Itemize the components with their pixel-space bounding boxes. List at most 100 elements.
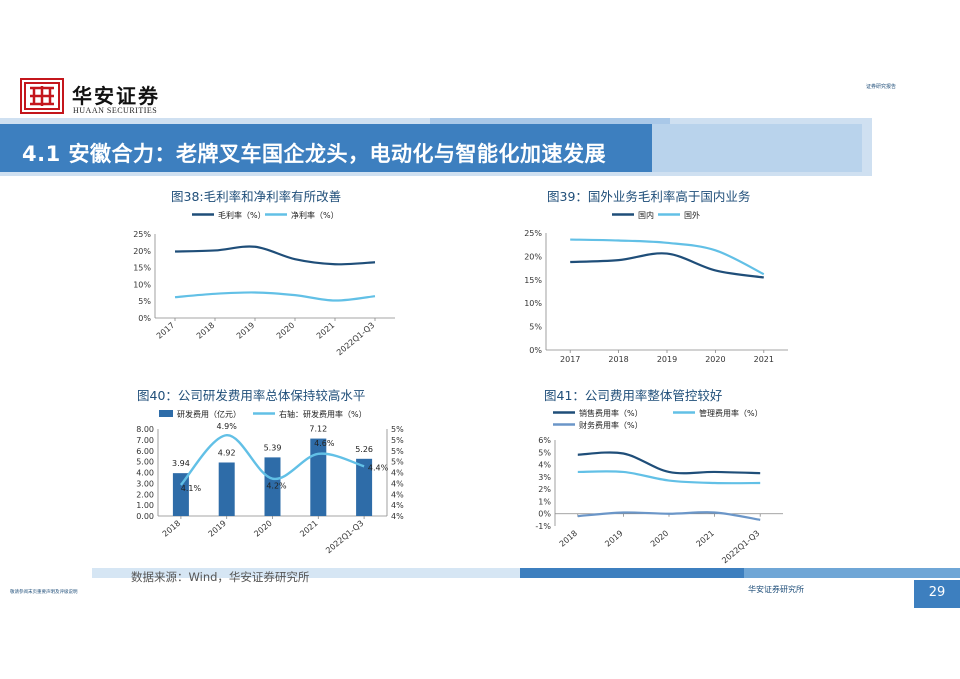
fig41-xtick: 2019	[603, 529, 624, 549]
fig40-ytick: 7.00	[136, 436, 154, 445]
fig40-bar-label: 5.26	[355, 445, 373, 454]
page-number: 29	[928, 585, 946, 600]
fig38-xtick: 2018	[195, 321, 216, 341]
fig39-xtick: 2021	[754, 355, 774, 364]
fig40-bar-label: 5.39	[264, 443, 282, 452]
fig40-bar	[310, 438, 327, 516]
fig40-ytick: 3.00	[136, 479, 154, 488]
fig38-xtick: 2022Q1-Q3	[335, 321, 376, 358]
chart-title-fig40: 图40：公司研发费用率总体保持较高水平	[137, 388, 366, 403]
page-title: 4.1 安徽合力：老牌叉车国企龙头，电动化与智能化加速发展	[22, 142, 607, 166]
fig40-ytick: 1.00	[136, 501, 154, 510]
fig41-ytick: 4%	[538, 461, 551, 470]
footer-band	[92, 568, 960, 578]
logo-name-en: HUAAN SECURITIES	[73, 106, 158, 115]
fig41-series-0-line	[577, 451, 761, 475]
logo-mark	[20, 78, 64, 114]
report-type-tag: 证券研究报告	[865, 84, 896, 90]
fig41-series-2-line	[577, 511, 761, 521]
fig39-legend-label: 国内	[638, 210, 654, 220]
fig38-xtick: 2020	[275, 321, 296, 341]
fig40-rate-label: 4.2%	[266, 482, 287, 491]
fig40-y2tick: 4%	[391, 469, 404, 478]
fig38-legend-label: 净利率（%）	[291, 210, 339, 220]
fig39-ytick: 25%	[524, 229, 542, 238]
fig39-ytick: 10%	[524, 299, 542, 308]
fig39-ytick: 5%	[529, 323, 542, 332]
fig40-bar	[356, 458, 373, 516]
fig41-ytick: 6%	[538, 436, 551, 445]
fig40-rate-label: 4.1%	[181, 484, 202, 493]
fig38-ytick: 20%	[133, 247, 151, 256]
fig40-ytick: 6.00	[136, 447, 154, 456]
fig40-y2tick: 4%	[391, 479, 404, 488]
fig41-xtick: 2020	[649, 529, 670, 549]
fig39-legend-label: 国外	[684, 210, 700, 220]
fig41-series-1-line	[577, 470, 761, 485]
fig41-xtick: 2021	[695, 529, 716, 549]
page-number-box	[914, 580, 960, 608]
fig40-y2tick: 5%	[391, 447, 404, 456]
chart-title-fig41: 图41：公司费用率整体管控较好	[544, 388, 723, 403]
fig40-ytick: 5.00	[136, 458, 154, 467]
footer-disclaimer: 敬请参阅末页重要声明及评级说明	[10, 590, 78, 595]
fig39-series-0-line	[570, 252, 764, 279]
fig40-bar	[172, 473, 189, 516]
fig38-ytick: 25%	[133, 230, 151, 239]
fig40-bar-label: 4.92	[218, 448, 236, 457]
fig41-ytick: 5%	[538, 448, 551, 457]
fig41-legend-label: 销售费用率（%）	[579, 408, 643, 418]
fig39-xtick: 2018	[608, 355, 628, 364]
fig41-ytick: 2%	[538, 485, 551, 494]
fig38-series-1-line	[174, 291, 376, 302]
fig40-ytick: 8.00	[136, 425, 154, 434]
fig40-xtick: 2019	[207, 519, 228, 539]
fig40-legend-label: 右轴：研发费用率（%）	[279, 409, 367, 419]
fig40-y2tick: 4%	[391, 501, 404, 510]
fig40-legend-swatch	[159, 410, 173, 417]
fig39-ytick: 15%	[524, 276, 542, 285]
fig41-legend-label: 财务费用率（%）	[579, 420, 643, 430]
fig40-xtick: 2018	[161, 519, 182, 539]
chart-title-fig38: 图38:毛利率和净利率有所改善	[171, 189, 342, 204]
fig39-xtick: 2019	[657, 355, 677, 364]
fig40-rate-line	[179, 434, 365, 486]
fig40-y2tick: 5%	[391, 425, 404, 434]
fig38-legend-label: 毛利率（%）	[218, 210, 266, 220]
fig38-xtick: 2019	[235, 321, 256, 341]
fig38-ytick: 5%	[138, 297, 151, 306]
fig39-xtick: 2020	[705, 355, 725, 364]
fig40-bar	[218, 462, 235, 516]
fig38-xtick: 2017	[155, 321, 176, 341]
fig40-legend-label: 研发费用（亿元）	[177, 409, 241, 419]
fig40-bar	[264, 457, 281, 516]
fig40-rate-label: 4.4%	[368, 463, 389, 472]
logo-name-cn: 华安证券	[72, 84, 160, 108]
fig39-ytick: 0%	[529, 346, 542, 355]
fig38-ytick: 0%	[138, 314, 151, 323]
fig39-ytick: 20%	[524, 252, 542, 261]
fig39-xtick: 2017	[560, 355, 580, 364]
chart-title-fig39: 图39：国外业务毛利率高于国内业务	[547, 189, 751, 204]
fig41-ytick: 1%	[538, 497, 551, 506]
footer-org: 华安证券研究所	[748, 585, 804, 594]
data-source: 数据来源：Wind，华安证券研究所	[131, 570, 310, 584]
fig40-y2tick: 4%	[391, 490, 404, 499]
fig40-xtick: 2021	[298, 519, 319, 539]
fig40-ytick: 0.00	[136, 512, 154, 521]
fig40-y2tick: 4%	[391, 512, 404, 521]
fig40-y2tick: 5%	[391, 436, 404, 445]
title-band	[0, 118, 872, 176]
fig38-xtick: 2021	[315, 321, 336, 341]
fig41-xtick: 2022Q1-Q3	[720, 529, 761, 566]
fig41-ytick: 0%	[538, 510, 551, 519]
fig38-ytick: 15%	[133, 264, 151, 273]
fig38-series-0-line	[174, 245, 376, 266]
fig41-ytick: -1%	[535, 522, 551, 531]
fig41-ytick: 3%	[538, 473, 551, 482]
fig40-rate-label: 4.9%	[217, 422, 238, 431]
fig40-bar-label: 7.12	[309, 425, 327, 434]
fig40-xtick: 2022Q1-Q3	[324, 519, 365, 556]
fig39-series-1-line	[570, 238, 765, 276]
